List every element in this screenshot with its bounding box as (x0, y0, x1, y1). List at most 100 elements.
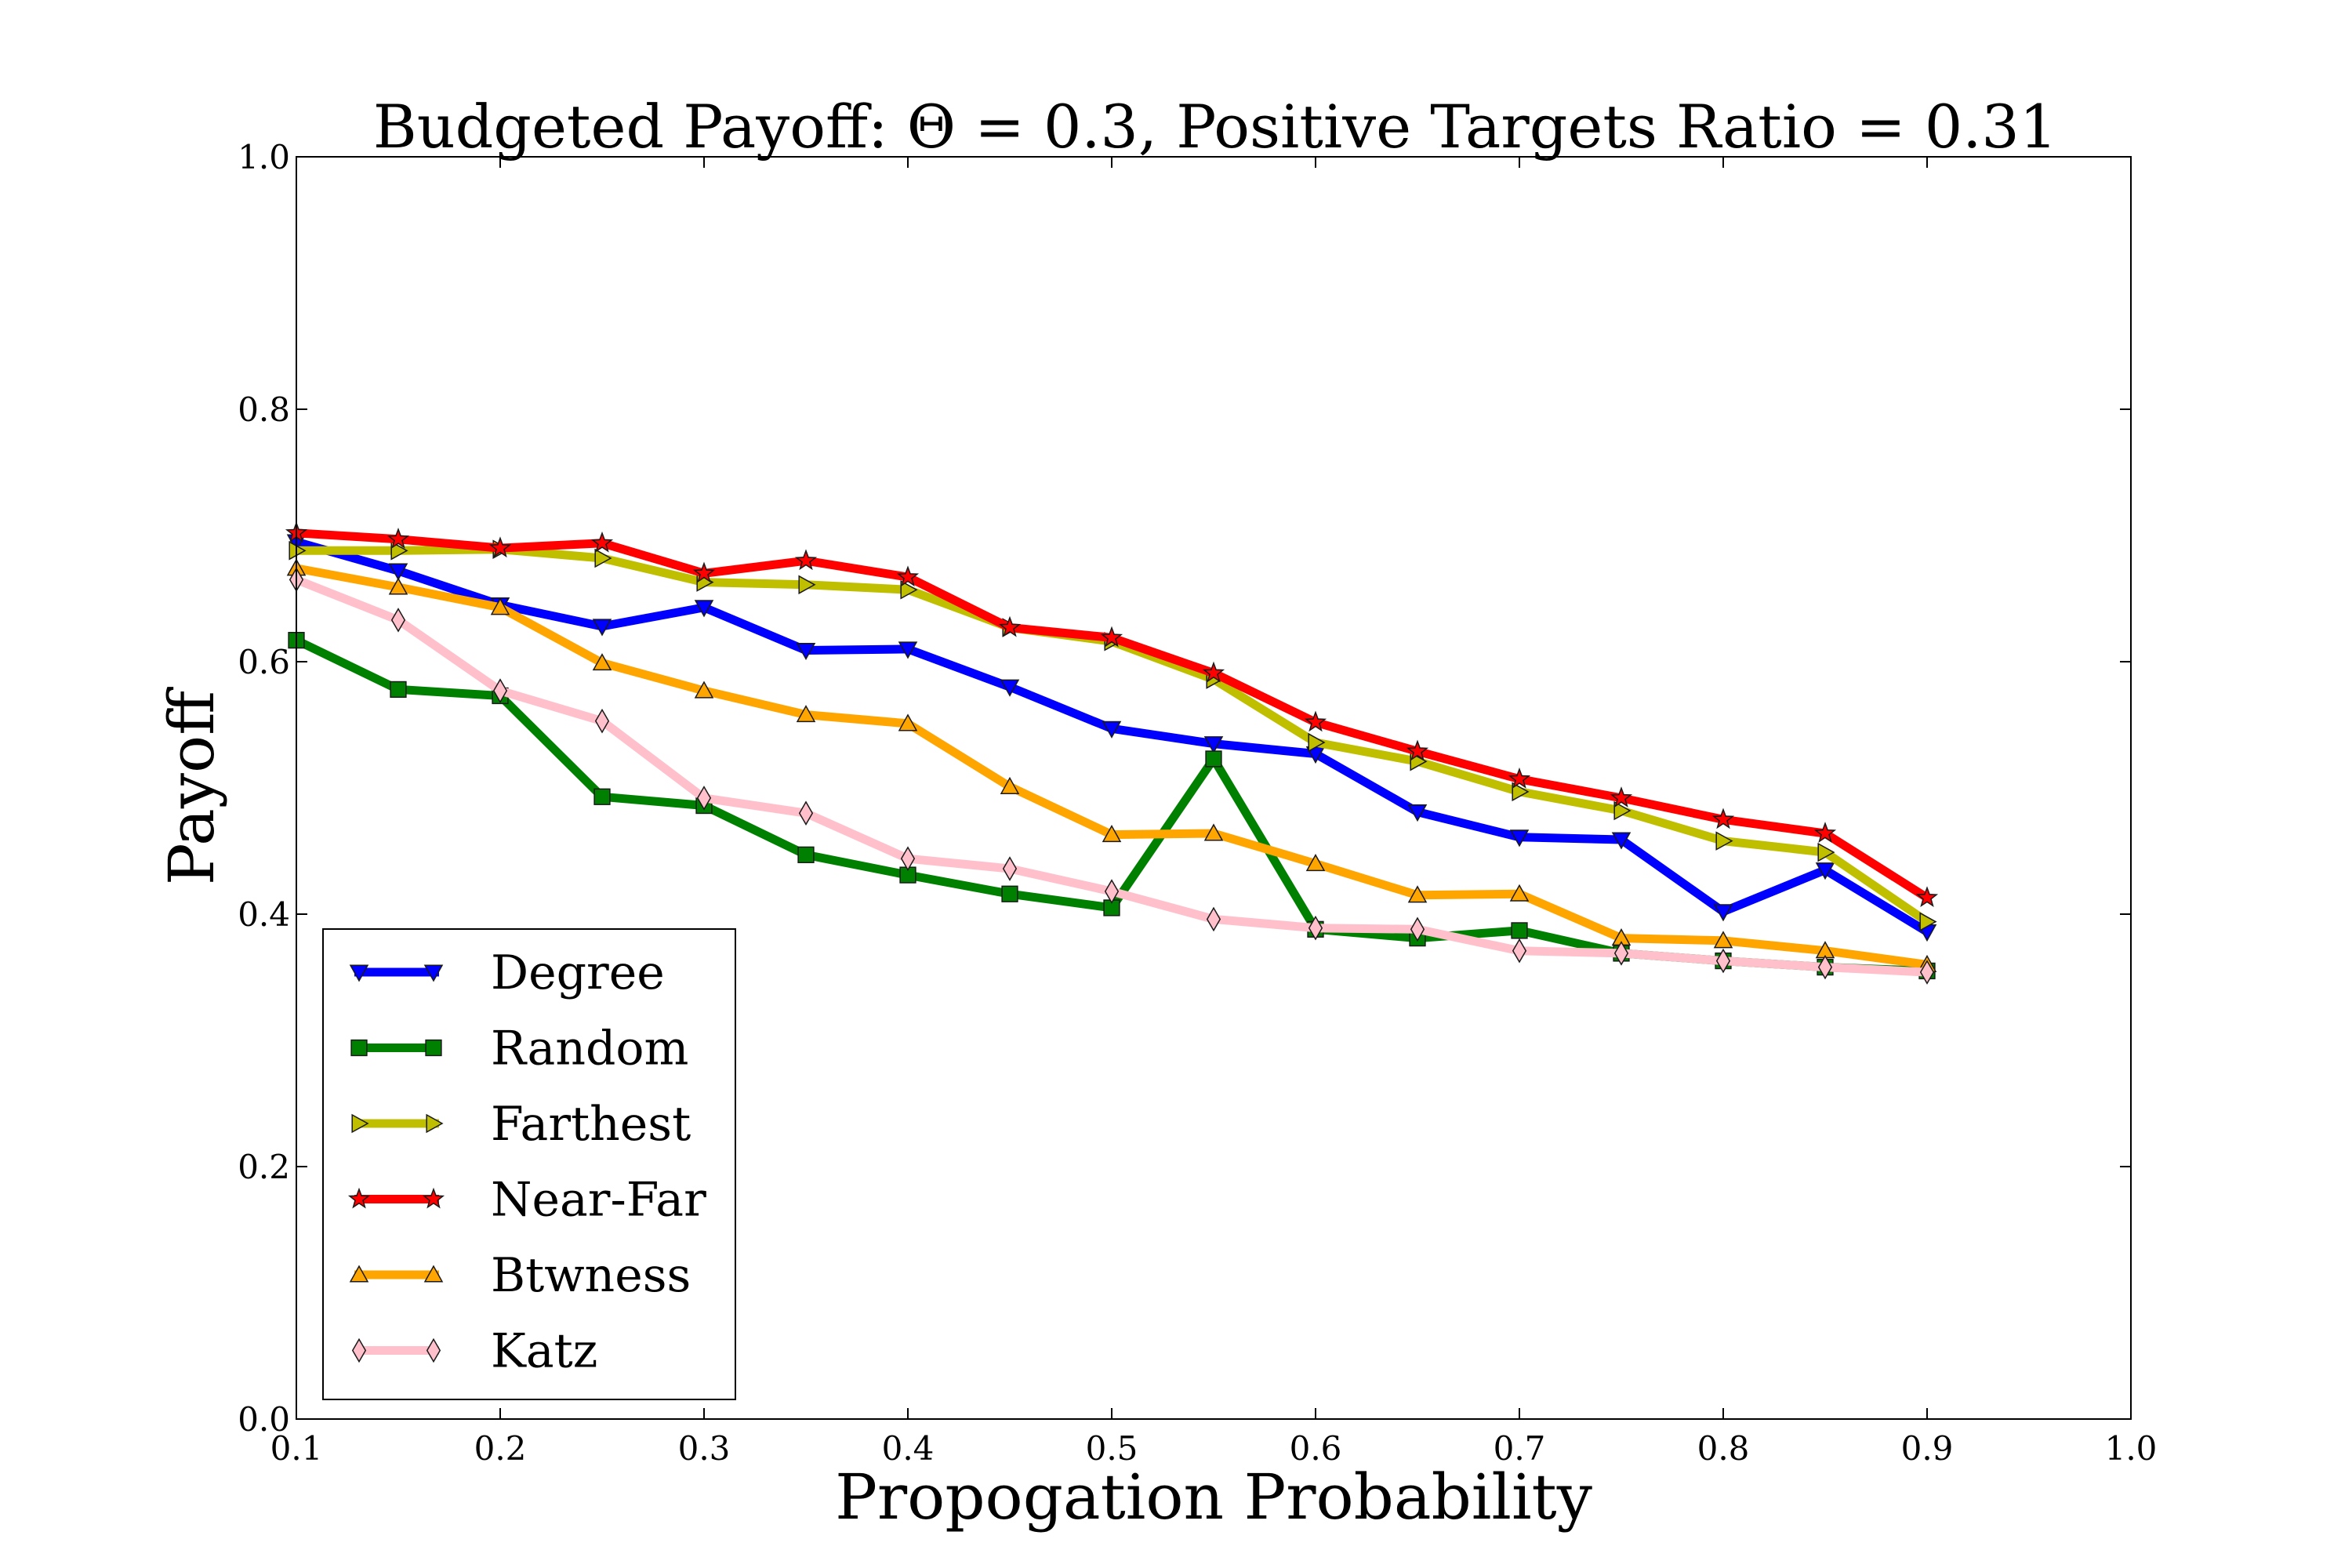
data-point-katz (1919, 960, 1935, 985)
data-point-near-far (1202, 661, 1225, 683)
data-point-btwness (1203, 823, 1224, 841)
legend-marker (423, 964, 444, 982)
data-point-katz (1308, 915, 1323, 941)
x-tick-label: 0.6 (1290, 1429, 1342, 1468)
legend-marker (425, 1039, 442, 1057)
data-point-katz (696, 786, 712, 811)
series-katz (289, 567, 1935, 985)
y-tick-label: 0.8 (238, 390, 290, 429)
data-point-near-far (896, 565, 920, 587)
data-point-degree (1407, 804, 1428, 822)
series-line-near-far (296, 528, 1929, 902)
data-point-katz (1613, 941, 1629, 966)
data-point-katz (1002, 856, 1018, 881)
data-point-near-far (692, 561, 716, 583)
data-point-near-far (590, 531, 614, 553)
data-point-btwness (1713, 931, 1733, 949)
data-point-katz (1104, 879, 1120, 904)
data-point-near-far (1711, 808, 1735, 829)
x-tick-label: 0.9 (1901, 1429, 1954, 1468)
data-point-btwness (592, 653, 612, 671)
data-point-near-far (1508, 767, 1531, 789)
x-tick-label: 0.5 (1086, 1429, 1138, 1468)
y-axis-label: Payoff (155, 687, 228, 885)
x-tick-label: 0.7 (1494, 1429, 1546, 1468)
x-tick-label: 0.4 (882, 1429, 935, 1468)
legend-item-random: Random (350, 1022, 688, 1076)
legend-label: Random (491, 1022, 688, 1076)
data-point-near-far (1304, 710, 1327, 732)
data-point-katz (594, 708, 610, 734)
data-point-katz (798, 800, 814, 826)
data-point-farthest (798, 575, 816, 595)
legend-marker (426, 1113, 444, 1134)
data-point-btwness (1305, 854, 1326, 872)
data-point-farthest (289, 541, 307, 561)
data-point-btwness (796, 705, 816, 723)
plot-lines (285, 521, 1939, 985)
data-point-katz (1206, 906, 1221, 932)
data-point-btwness (1102, 825, 1122, 843)
data-point-degree (1611, 832, 1632, 850)
legend-label: Katz (491, 1324, 597, 1379)
series-line-random (294, 636, 1928, 975)
legend-item-near-far: Near-Far (347, 1173, 706, 1228)
legend-item-katz: Katz (351, 1324, 597, 1379)
data-point-katz (1817, 954, 1833, 980)
legend-marker (422, 1187, 445, 1209)
legend-marker (423, 1265, 444, 1283)
series-btwness (286, 558, 1937, 972)
data-point-katz (492, 678, 508, 703)
x-axis-label: Propogation Probability (835, 1461, 1592, 1534)
data-point-btwness (1407, 885, 1428, 903)
y-tick-label: 0.6 (238, 643, 290, 681)
plot-frame (296, 156, 2132, 1420)
legend: Degree Random Farthest Near-Far Btwness Katz (322, 928, 736, 1400)
data-point-btwness (388, 577, 408, 595)
data-point-random (1205, 750, 1222, 768)
data-point-random (1511, 922, 1528, 939)
legend-label: Farthest (491, 1097, 691, 1152)
data-point-btwness (1000, 776, 1020, 794)
legend-marker (426, 1338, 441, 1363)
legend-label: Near-Far (491, 1173, 706, 1228)
y-tick-label: 0.4 (238, 895, 290, 934)
data-point-near-far (1100, 626, 1123, 648)
legend-label: Degree (491, 946, 665, 1000)
data-point-btwness (1509, 884, 1530, 902)
data-point-near-far (1406, 739, 1429, 761)
data-point-degree (796, 642, 816, 661)
data-point-farthest (1919, 912, 1937, 931)
legend-box (322, 928, 736, 1400)
data-point-farthest (1715, 831, 1733, 851)
legend-item-btwness: Btwness (349, 1248, 691, 1303)
x-tick-label: 1.0 (2105, 1429, 2158, 1468)
data-point-degree (898, 641, 918, 659)
data-point-degree (1000, 679, 1020, 697)
data-point-farthest (1613, 800, 1632, 821)
data-point-farthest (390, 541, 408, 561)
data-point-btwness (490, 597, 510, 615)
data-point-degree (1815, 862, 1835, 880)
data-point-degree (388, 563, 408, 581)
x-tick-label: 0.2 (474, 1429, 527, 1468)
data-point-degree (1102, 720, 1122, 739)
data-point-btwness (898, 713, 918, 731)
y-tick-label: 0.2 (238, 1148, 290, 1186)
data-point-farthest (1308, 732, 1326, 753)
data-point-near-far (1915, 886, 1939, 908)
legend-marker (349, 964, 369, 982)
data-point-btwness (694, 681, 714, 699)
data-point-random (1001, 885, 1018, 902)
axis-ticks: 0.1 0.2 0.3 0.4 0.5 0.6 0.7 0.8 0.9 1.0 0.0 0.2 0.4 0… (238, 138, 2157, 1468)
series-near-far (285, 521, 1939, 908)
data-point-random (593, 788, 611, 805)
data-point-near-far (1813, 822, 1837, 843)
data-point-random (797, 846, 815, 863)
data-point-near-far (998, 615, 1022, 637)
legend-label: Btwness (491, 1248, 691, 1303)
data-point-farthest (900, 579, 918, 600)
data-point-degree (1713, 904, 1733, 922)
x-tick-label: 0.3 (678, 1429, 731, 1468)
